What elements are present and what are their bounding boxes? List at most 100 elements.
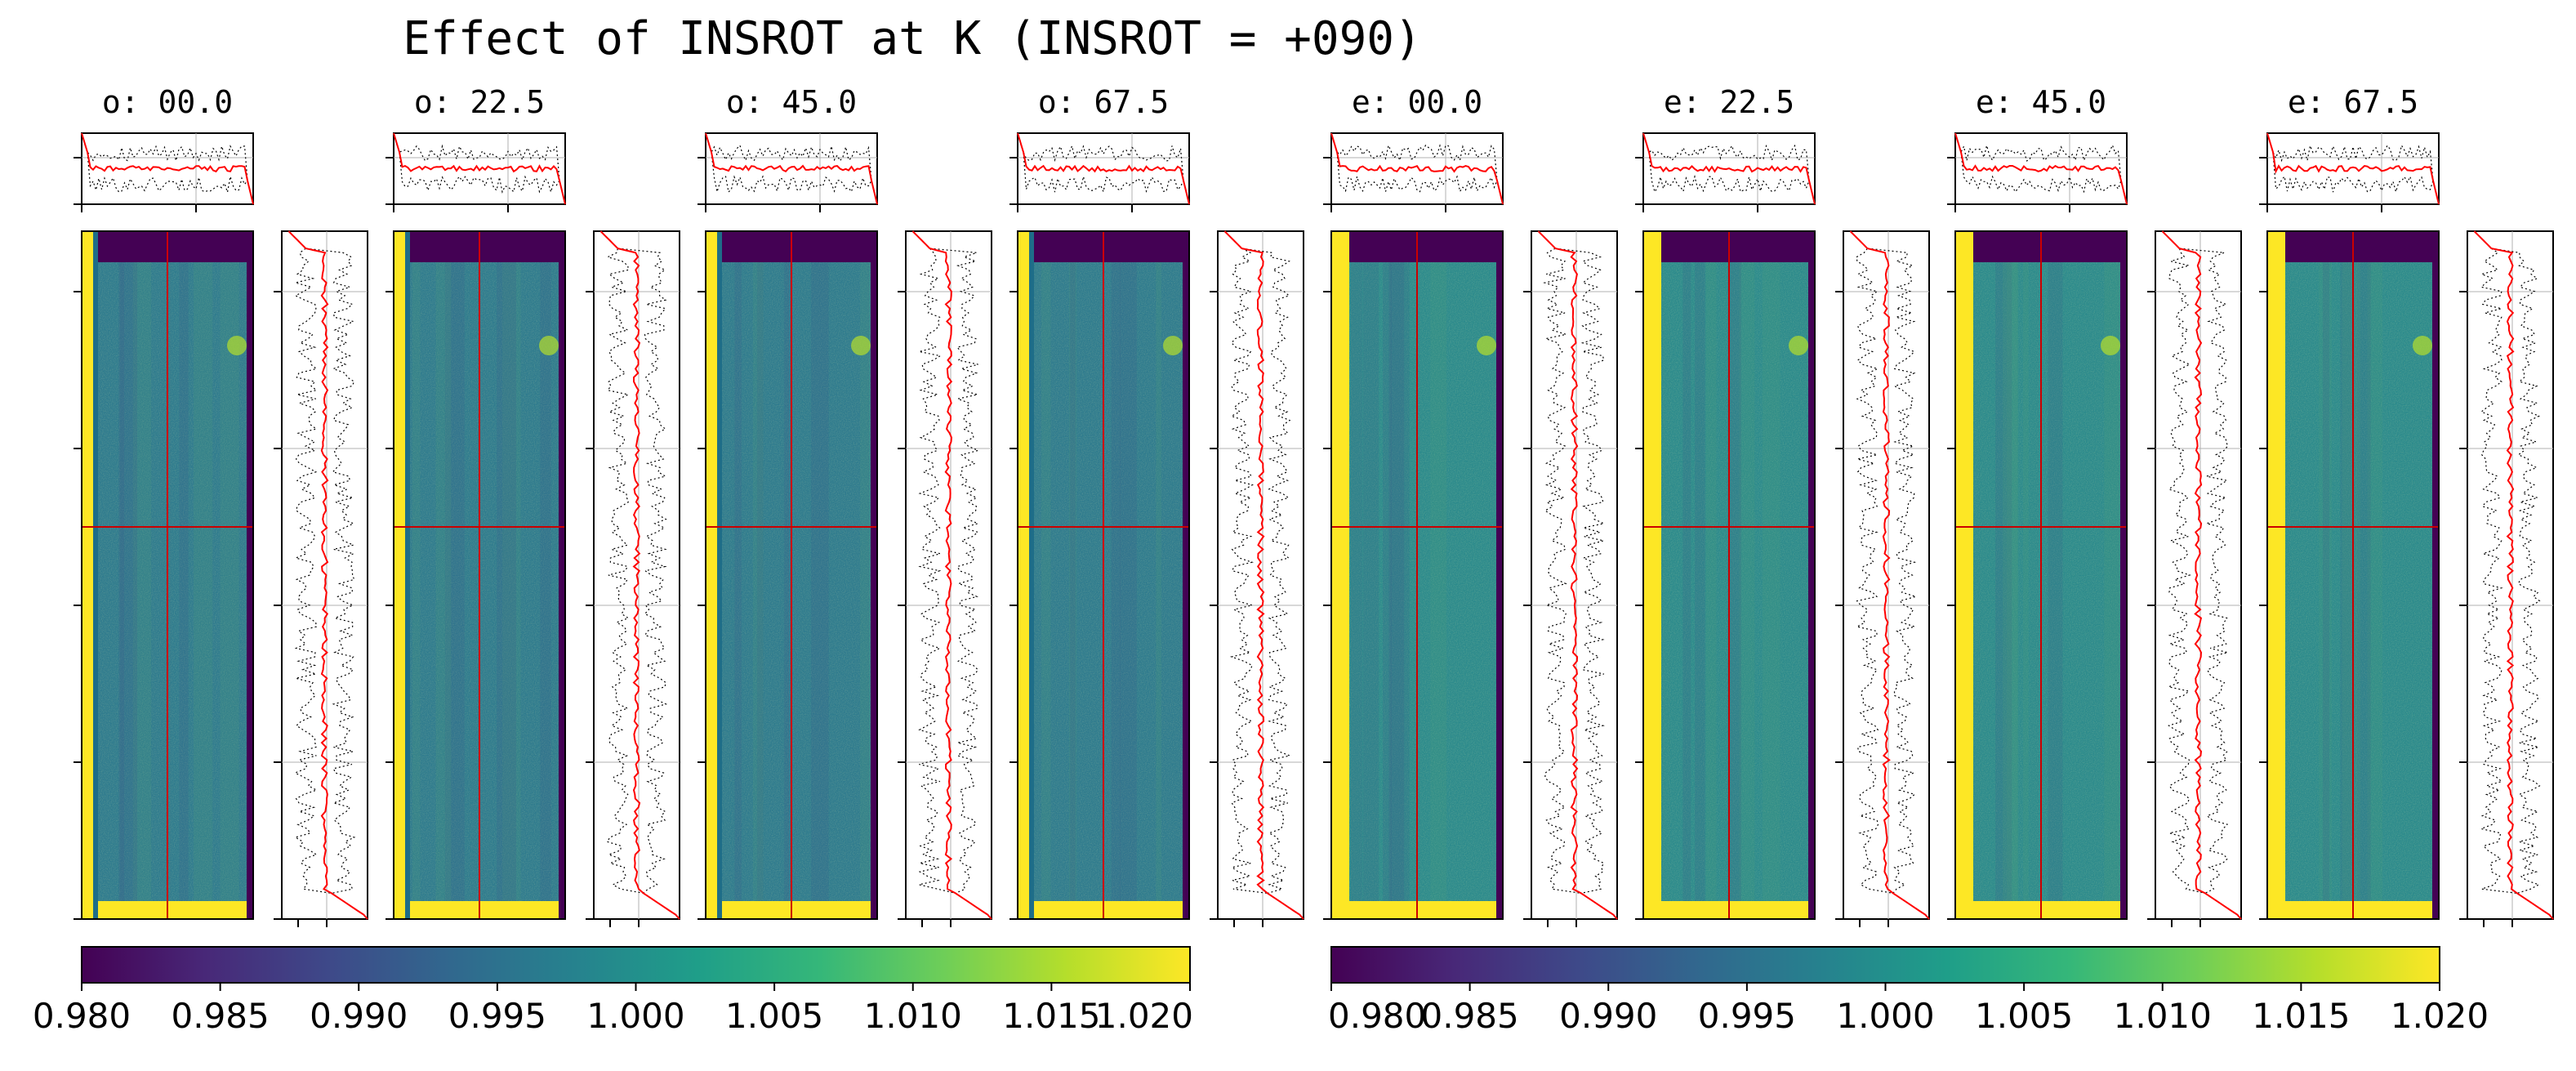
colorbar-tick-label: 0.980 (33, 996, 131, 1036)
panel-e-22-5: e: 22.5 (1635, 84, 1930, 927)
x-profile-spread-line (1954, 132, 2128, 205)
panel-label: e: 45.0 (1976, 84, 2106, 120)
y-profile-plot (586, 230, 680, 927)
heatmap-frame (393, 230, 566, 920)
heatmap-stripe (1995, 248, 2012, 903)
heatmap-image (1635, 230, 1816, 920)
panel-label: e: 00.0 (1352, 84, 1482, 120)
colorbar-tick-label: 1.000 (586, 996, 684, 1036)
heatmap-frame (2266, 230, 2440, 920)
x-profile-median-line (81, 132, 254, 205)
colorbar-tick-label: 0.980 (1328, 996, 1426, 1036)
panel-label: o: 00.0 (102, 84, 233, 120)
heatmap-stripe (2048, 248, 2063, 903)
heatmap-right-edge (1496, 231, 1503, 919)
panel-label: e: 67.5 (2288, 84, 2418, 120)
x-profile-spread-line (81, 132, 254, 205)
heatmap-stripe (784, 248, 791, 903)
y-profile-median-line (1849, 230, 1930, 920)
y-profile-spread-line (287, 230, 368, 920)
x-profile-plot (386, 132, 566, 212)
x-profile-median-line (1954, 132, 2128, 205)
heatmap-stripe (412, 248, 421, 903)
heatmap-defect (2413, 336, 2432, 355)
heatmap-stripe (811, 248, 829, 903)
y-profile-plot (898, 230, 992, 927)
colorbar-tick-label: 0.990 (1559, 996, 1657, 1036)
y-profile-frame (281, 230, 368, 920)
colorbar-tick-label: 1.015 (2252, 996, 2350, 1036)
heatmap-stripe (1762, 248, 1780, 903)
y-profile-frame (1531, 230, 1618, 920)
x-profile-frame (2266, 132, 2440, 205)
heatmap-stripe (444, 248, 465, 903)
heatmap-left-gap (405, 231, 410, 919)
y-profile-spread-line (1223, 230, 1304, 920)
heatmap-defect (2101, 336, 2120, 355)
heatmap-right-edge (559, 231, 565, 919)
colorbar-tick-label: 0.985 (172, 996, 270, 1036)
x-profile-spread-line (1642, 132, 1816, 205)
colorbar-tick-label: 1.000 (1836, 996, 1934, 1036)
heatmap-stripe (1362, 248, 1379, 903)
heatmap-defect (1163, 336, 1183, 355)
heatmap-stripe (502, 248, 521, 903)
heatmap-left-edge (1018, 231, 1029, 919)
y-profile-plot (2147, 230, 2242, 927)
x-profile-plot (1947, 132, 2128, 212)
x-profile-plot (74, 132, 254, 212)
y-profile-spread-line (911, 230, 992, 920)
figure-title: Effect of INSROT at K (INSROT = +090) (403, 12, 1421, 65)
x-profile-spread-line (2266, 132, 2440, 205)
heatmap-frame (1954, 230, 2128, 920)
heatmap-stripe (2322, 248, 2330, 903)
y-profile-plot (1523, 230, 1618, 927)
colorbar-tick-label: 1.015 (1002, 996, 1100, 1036)
heatmap-left-gap (717, 231, 722, 919)
colorbar-tick-label: 1.020 (2391, 996, 2489, 1036)
heatmap-stripe (220, 248, 239, 903)
x-profile-spread-line (1017, 132, 1190, 205)
heatmap-image (1323, 230, 1504, 920)
x-profile-plot (1009, 132, 1190, 212)
heatmap-image (1009, 230, 1190, 920)
y-profile-spread-line (287, 230, 368, 920)
x-profile-frame (705, 132, 878, 205)
x-profile-spread-line (1330, 132, 1504, 205)
heatmap-left-edge (1331, 231, 1349, 919)
colorbar-tick-label: 1.005 (1975, 996, 2073, 1036)
y-profile-spread-line (2473, 230, 2554, 920)
heatmap-left-edge (706, 231, 717, 919)
heatmap-defect (1789, 336, 1808, 355)
heatmap-defect (539, 336, 559, 355)
panel-o-67-5: o: 67.5 (1009, 84, 1304, 927)
heatmap-stripe (1111, 248, 1121, 903)
heatmap-image (386, 230, 566, 920)
heatmap-stripe (1727, 248, 1741, 903)
heatmap-stripe (1068, 248, 1077, 903)
x-profile-spread-line (393, 132, 566, 205)
heatmap-frame (1330, 230, 1504, 920)
heatmap-left-edge (1955, 231, 1973, 919)
y-profile-spread-line (599, 230, 680, 920)
x-profile-plot (2259, 132, 2440, 212)
x-profile-median-line (393, 132, 566, 205)
heatmap-right-edge (1183, 231, 1189, 919)
heatmap-frame (81, 230, 254, 920)
y-profile-spread-line (1537, 230, 1618, 920)
heatmap-stripe (1739, 248, 1755, 903)
heatmap-left-gap (93, 231, 98, 919)
heatmap-stripe (2319, 248, 2332, 903)
heatmap-image (697, 230, 878, 920)
heatmap-stripe (1388, 248, 1405, 903)
y-profile-median-line (2473, 230, 2554, 920)
colorbar-tick-label: 1.005 (725, 996, 823, 1036)
heatmap-stripe (194, 248, 213, 903)
x-profile-spread-line (2266, 132, 2440, 205)
heatmap-left-edge (2267, 231, 2285, 919)
heatmap-stripe (2356, 248, 2371, 903)
y-profile-spread-line (1849, 230, 1930, 920)
panel-label: o: 67.5 (1038, 84, 1169, 120)
